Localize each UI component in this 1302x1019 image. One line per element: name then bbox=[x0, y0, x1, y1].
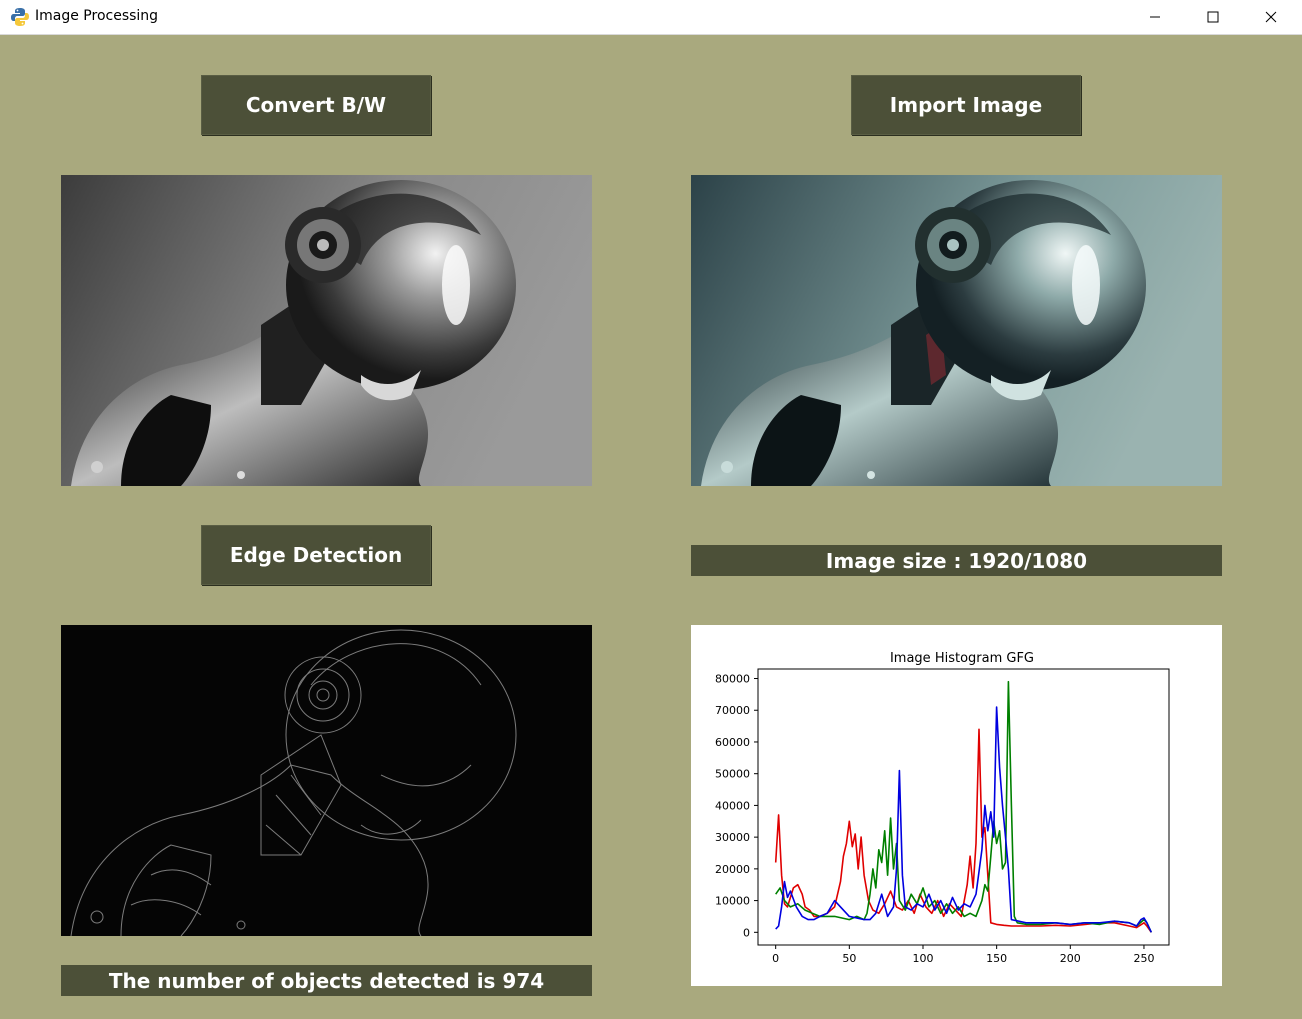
histogram-series-line-1 bbox=[775, 680, 1153, 933]
image-size-label: Image size : 1920/1080 bbox=[691, 545, 1222, 576]
import-image-button[interactable]: Import Image bbox=[851, 75, 1081, 135]
maximize-button[interactable] bbox=[1184, 0, 1242, 34]
robot-edge-image bbox=[61, 625, 592, 936]
y-tick-label: 20000 bbox=[715, 863, 750, 876]
close-button[interactable] bbox=[1242, 0, 1300, 34]
histogram-chart: Image Histogram GFG 0 10000 20000 30000 4000… bbox=[715, 651, 1170, 965]
x-tick-label: 150 bbox=[986, 952, 1007, 965]
robot-grayscale-image bbox=[61, 175, 592, 486]
x-tick-label: 100 bbox=[912, 952, 933, 965]
histogram-series-line-2 bbox=[775, 706, 1153, 933]
y-tick-label: 80000 bbox=[715, 673, 750, 686]
x-tick-label: 0 bbox=[772, 952, 779, 965]
minimize-icon bbox=[1150, 16, 1160, 18]
y-tick-label: 0 bbox=[743, 926, 750, 939]
window-title: Image Processing bbox=[35, 8, 159, 24]
plot-frame bbox=[757, 668, 1170, 946]
close-icon bbox=[1265, 11, 1277, 23]
y-tick-label: 40000 bbox=[715, 799, 750, 812]
x-tick-label: 200 bbox=[1060, 952, 1081, 965]
edge-detection-button[interactable]: Edge Detection bbox=[201, 525, 431, 585]
y-tick-label: 50000 bbox=[715, 768, 750, 781]
y-tick-label: 30000 bbox=[715, 831, 750, 844]
x-tick-label: 250 bbox=[1133, 952, 1154, 965]
minimize-button[interactable] bbox=[1126, 0, 1184, 34]
maximize-icon bbox=[1207, 11, 1219, 23]
robot-color-image bbox=[691, 175, 1222, 486]
x-tick-label: 50 bbox=[842, 952, 856, 965]
title-bar: Image Processing bbox=[0, 0, 1302, 35]
convert-bw-button[interactable]: Convert B/W bbox=[201, 75, 431, 135]
y-tick-label: 10000 bbox=[715, 895, 750, 908]
y-tick-label: 70000 bbox=[715, 704, 750, 717]
chart-title: Image Histogram GFG bbox=[890, 651, 1034, 666]
y-tick-label: 60000 bbox=[715, 736, 750, 749]
histogram-panel: Image Histogram GFG 0 10000 20000 30000 4000… bbox=[691, 625, 1222, 986]
objects-detected-label: The number of objects detected is 974 bbox=[61, 965, 592, 996]
histogram-series-line-0 bbox=[774, 728, 1152, 933]
python-icon bbox=[11, 8, 29, 26]
